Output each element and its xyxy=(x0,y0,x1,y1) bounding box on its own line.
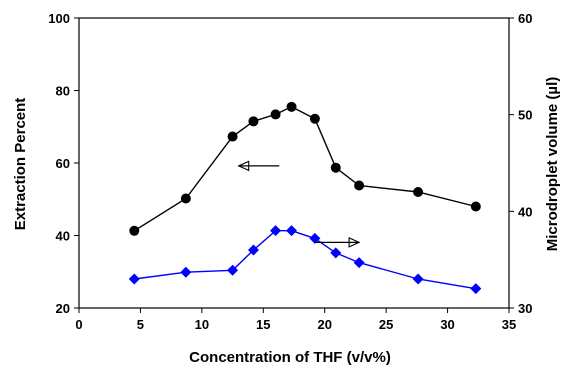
y-axis-title: Extraction Percent xyxy=(12,98,29,231)
series-1-point xyxy=(129,226,139,236)
series-2-point xyxy=(470,283,481,294)
plot-frame xyxy=(79,18,509,308)
series-markers xyxy=(129,102,482,294)
series-2-point xyxy=(286,225,297,236)
y-tick-label: 20 xyxy=(56,301,70,316)
y-tick-label: 60 xyxy=(56,156,70,171)
annotations xyxy=(239,161,359,246)
y2-tick-label: 40 xyxy=(518,204,532,219)
series-1-point xyxy=(471,202,481,212)
series-2-point xyxy=(180,267,191,278)
x-tick-label: 15 xyxy=(256,317,270,332)
x-axis-title: Concentration of THF (v/v%) xyxy=(189,349,391,366)
series-2-point xyxy=(413,274,424,285)
series-2-point xyxy=(354,257,365,268)
axes xyxy=(79,18,509,308)
y-tick-label: 100 xyxy=(48,11,70,26)
y2-axis-title: Microdroplet volume (µl) xyxy=(544,77,561,252)
series-1-point xyxy=(271,109,281,119)
series-1-point xyxy=(310,114,320,124)
y2-tick-label: 30 xyxy=(518,301,532,316)
y-tick-label: 80 xyxy=(56,84,70,99)
series-1-point xyxy=(248,116,258,126)
series-1-point xyxy=(181,194,191,204)
series-2-point xyxy=(330,247,341,258)
series-1-line xyxy=(134,107,476,231)
series-2-point xyxy=(129,274,140,285)
series-1-point xyxy=(228,132,238,142)
x-tick-label: 25 xyxy=(379,317,393,332)
series-1-point xyxy=(287,102,297,112)
x-tick-label: 30 xyxy=(440,317,454,332)
series-1-point xyxy=(331,163,341,173)
y2-tick-label: 60 xyxy=(518,11,532,26)
x-tick-label: 5 xyxy=(137,317,144,332)
series-1-point xyxy=(413,187,423,197)
x-tick-label: 35 xyxy=(502,317,516,332)
y-tick-label: 40 xyxy=(56,229,70,244)
x-tick-label: 20 xyxy=(317,317,331,332)
x-tick-label: 0 xyxy=(75,317,82,332)
series-1-point xyxy=(354,180,364,190)
y2-tick-label: 50 xyxy=(518,108,532,123)
x-tick-label: 10 xyxy=(195,317,209,332)
series-2-line xyxy=(134,231,476,289)
